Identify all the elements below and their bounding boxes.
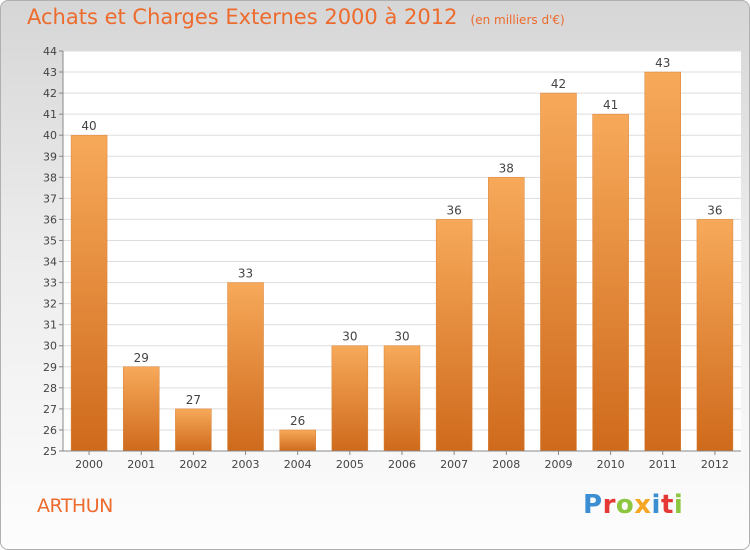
x-tick-label-2001: 2001: [127, 458, 155, 471]
y-tick-label: 27: [43, 403, 57, 416]
y-tick-label: 34: [43, 256, 57, 269]
chart-title-block: Achats et Charges Externes 2000 à 2012 (…: [27, 5, 565, 29]
data-label-2005: 30: [342, 330, 357, 344]
y-tick-label: 40: [43, 129, 57, 142]
data-label-2010: 41: [603, 98, 618, 112]
data-label-2008: 38: [499, 161, 514, 175]
y-tick-label: 42: [43, 87, 57, 100]
x-tick-label-2000: 2000: [75, 458, 103, 471]
x-tick-label-2004: 2004: [284, 458, 312, 471]
x-tick-label-2003: 2003: [232, 458, 260, 471]
data-label-2004: 26: [290, 414, 305, 428]
x-tick-label-2011: 2011: [649, 458, 677, 471]
commune-name: ARTHUN: [37, 495, 113, 517]
data-label-2007: 36: [447, 203, 462, 217]
y-tick-label: 44: [43, 45, 57, 58]
brand-letter: i: [651, 490, 661, 520]
bar-2008: [488, 177, 525, 452]
bar-2004: [279, 429, 316, 452]
brand-letter: P: [583, 490, 603, 520]
data-label-2000: 40: [81, 119, 96, 133]
y-tick-label: 25: [43, 445, 57, 458]
y-tick-label: 32: [43, 298, 57, 311]
bar-2003: [227, 282, 264, 452]
y-tick-label: 31: [43, 319, 57, 332]
x-tick-label-2002: 2002: [179, 458, 207, 471]
data-label-2009: 42: [551, 77, 566, 91]
bar-2010: [592, 113, 629, 452]
bar-2009: [540, 92, 577, 452]
bar-2002: [175, 408, 212, 452]
data-label-2003: 33: [238, 267, 253, 281]
label-layer: 40 29 27 33 26 30 30 36 38 42 41 43 36: [81, 56, 722, 428]
brand-letter: r: [602, 490, 616, 520]
data-label-2012: 36: [707, 203, 722, 217]
x-tick-label-2009: 2009: [544, 458, 572, 471]
brand-letter: x: [634, 490, 652, 520]
y-tick-label: 43: [43, 66, 57, 79]
bar-layer: [70, 71, 734, 452]
y-tick-label: 35: [43, 234, 57, 247]
x-tick-label-2006: 2006: [388, 458, 416, 471]
brand-letter: o: [615, 490, 635, 520]
y-tick-label: 28: [43, 382, 57, 395]
bar-2000: [70, 134, 108, 452]
chart-unit: (en milliers d'€): [470, 13, 565, 27]
x-tick-label-2007: 2007: [440, 458, 468, 471]
bar-2007: [435, 219, 473, 452]
data-label-2002: 27: [186, 393, 201, 407]
brand-letter: t: [660, 490, 674, 520]
brand-logo: Proxiti: [583, 490, 683, 520]
data-label-2011: 43: [655, 56, 670, 70]
y-tick-label: 38: [43, 171, 57, 184]
x-tick-label-2008: 2008: [492, 458, 520, 471]
bar-2006: [383, 345, 421, 452]
y-tick-label: 33: [43, 277, 57, 290]
y-tick-label: 29: [43, 361, 57, 374]
y-tick-label: 41: [43, 108, 57, 121]
bar-2012: [696, 219, 734, 452]
x-tick-label-2010: 2010: [597, 458, 625, 471]
chart-title: Achats et Charges Externes 2000 à 2012: [27, 5, 458, 29]
y-tick-label: 26: [43, 424, 57, 437]
y-tick-label: 36: [43, 213, 57, 226]
y-tick-label: 39: [43, 150, 57, 163]
bar-2005: [331, 345, 369, 452]
y-tick-label: 30: [43, 340, 57, 353]
x-tick-label-2005: 2005: [336, 458, 364, 471]
bar-2011: [644, 71, 682, 452]
brand-letter: i: [673, 490, 684, 520]
axis-layer: 25 26 27 28 29 30 31 32 33 34 35 36 37 38 39 40 41 42 43 44…: [43, 45, 741, 471]
x-tick-label-2012: 2012: [701, 458, 729, 471]
bar-2001: [122, 366, 160, 452]
y-tick-label: 37: [43, 192, 57, 205]
data-label-2001: 29: [134, 351, 149, 365]
data-label-2006: 30: [394, 330, 409, 344]
